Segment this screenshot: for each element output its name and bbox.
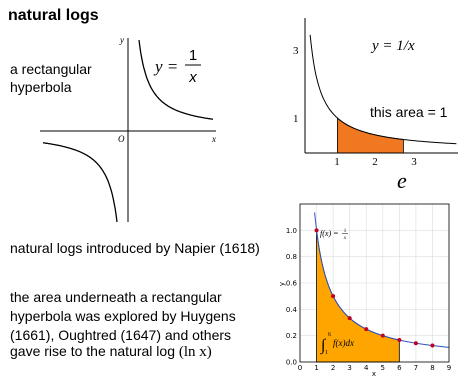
body-line: natural logs introduced by Napier (1618)	[10, 240, 260, 256]
f-den: x	[343, 236, 347, 241]
integral-lower: 1	[325, 350, 328, 356]
title: natural logs	[8, 7, 99, 24]
caption: hyperbola	[10, 79, 72, 95]
x-tick-label: 1	[314, 364, 318, 372]
x-tick-label: 3	[347, 364, 351, 372]
body-line: hyperbola was explored by Huygens	[10, 308, 236, 324]
integral-plot: 0 1 2 3 4 5 6 7 8 90.00.20.40.60.81.0 x y f(x) = …	[278, 203, 451, 378]
x-label: x	[372, 370, 376, 378]
curve-point	[331, 294, 336, 299]
y-tick-label: 0.6	[286, 280, 298, 288]
body-text: gave rise to the natural log	[10, 343, 179, 359]
e-label: e	[397, 168, 407, 193]
body-line: the area underneath a rectangular	[10, 289, 222, 305]
y-tick-label: 1	[293, 113, 299, 125]
y-tick-label: 3	[293, 45, 299, 57]
equation: y =	[153, 57, 178, 76]
curve-point	[347, 316, 352, 321]
equation: y = 1/x	[370, 38, 415, 54]
f-label: f(x) =	[320, 229, 339, 238]
x-tick-label: 8	[430, 364, 434, 372]
x-tick-label: 4	[364, 364, 369, 372]
x-label: x	[211, 134, 216, 144]
x-tick-label: 9	[447, 364, 451, 372]
y-tick-label: 0.0	[286, 359, 297, 367]
y-tick-label: 0.2	[286, 332, 297, 340]
f-num: 1	[344, 229, 347, 234]
integral-sign: ∫	[320, 337, 327, 355]
x-tick-label: 1	[334, 156, 340, 168]
curve-point	[430, 343, 435, 348]
body-line: gave rise to the natural log (ln x)	[10, 343, 212, 360]
integral-upper: 6	[328, 332, 331, 338]
x-tick-label: 2	[372, 156, 378, 168]
area-label: this area = 1	[370, 104, 448, 120]
x-tick-label: 2	[331, 364, 335, 372]
curve-point	[397, 338, 402, 343]
plot-frame	[299, 203, 450, 363]
x-tick-label: 0	[298, 364, 302, 372]
curve	[42, 142, 118, 222]
y-label: y	[119, 35, 124, 45]
origin-label: O	[118, 134, 125, 144]
curve	[309, 34, 457, 145]
curve-point	[314, 228, 319, 233]
x-tick-label: 6	[397, 364, 402, 372]
x-tick-label: 3	[411, 156, 417, 168]
caption: a rectangular	[10, 61, 92, 77]
area-graph: 3 1 1 2 3 y = 1/x this area = 1 e	[293, 18, 458, 193]
integrand: f(x)dx	[333, 338, 354, 348]
curve	[138, 40, 214, 120]
x-tick-label: 5	[381, 364, 385, 372]
hyperbola-graph: a rectangular hyperbola y = 1 x x y O	[10, 35, 216, 222]
y-tick-label: 1.0	[286, 227, 297, 235]
denominator: x	[188, 69, 197, 86]
body-line: (1661), Oughtred (1647) and others	[10, 327, 231, 343]
shaded-area	[337, 117, 404, 154]
curve-point	[413, 341, 418, 346]
x-tick-label: 7	[414, 364, 418, 372]
y-tick-label: 0.8	[286, 253, 297, 261]
y-tick-label: 0.4	[286, 306, 298, 314]
math: (ln x)	[179, 344, 212, 360]
y-label: y	[278, 282, 286, 286]
curve-point	[380, 333, 385, 338]
numerator: 1	[189, 47, 197, 64]
curve-point	[364, 327, 369, 332]
